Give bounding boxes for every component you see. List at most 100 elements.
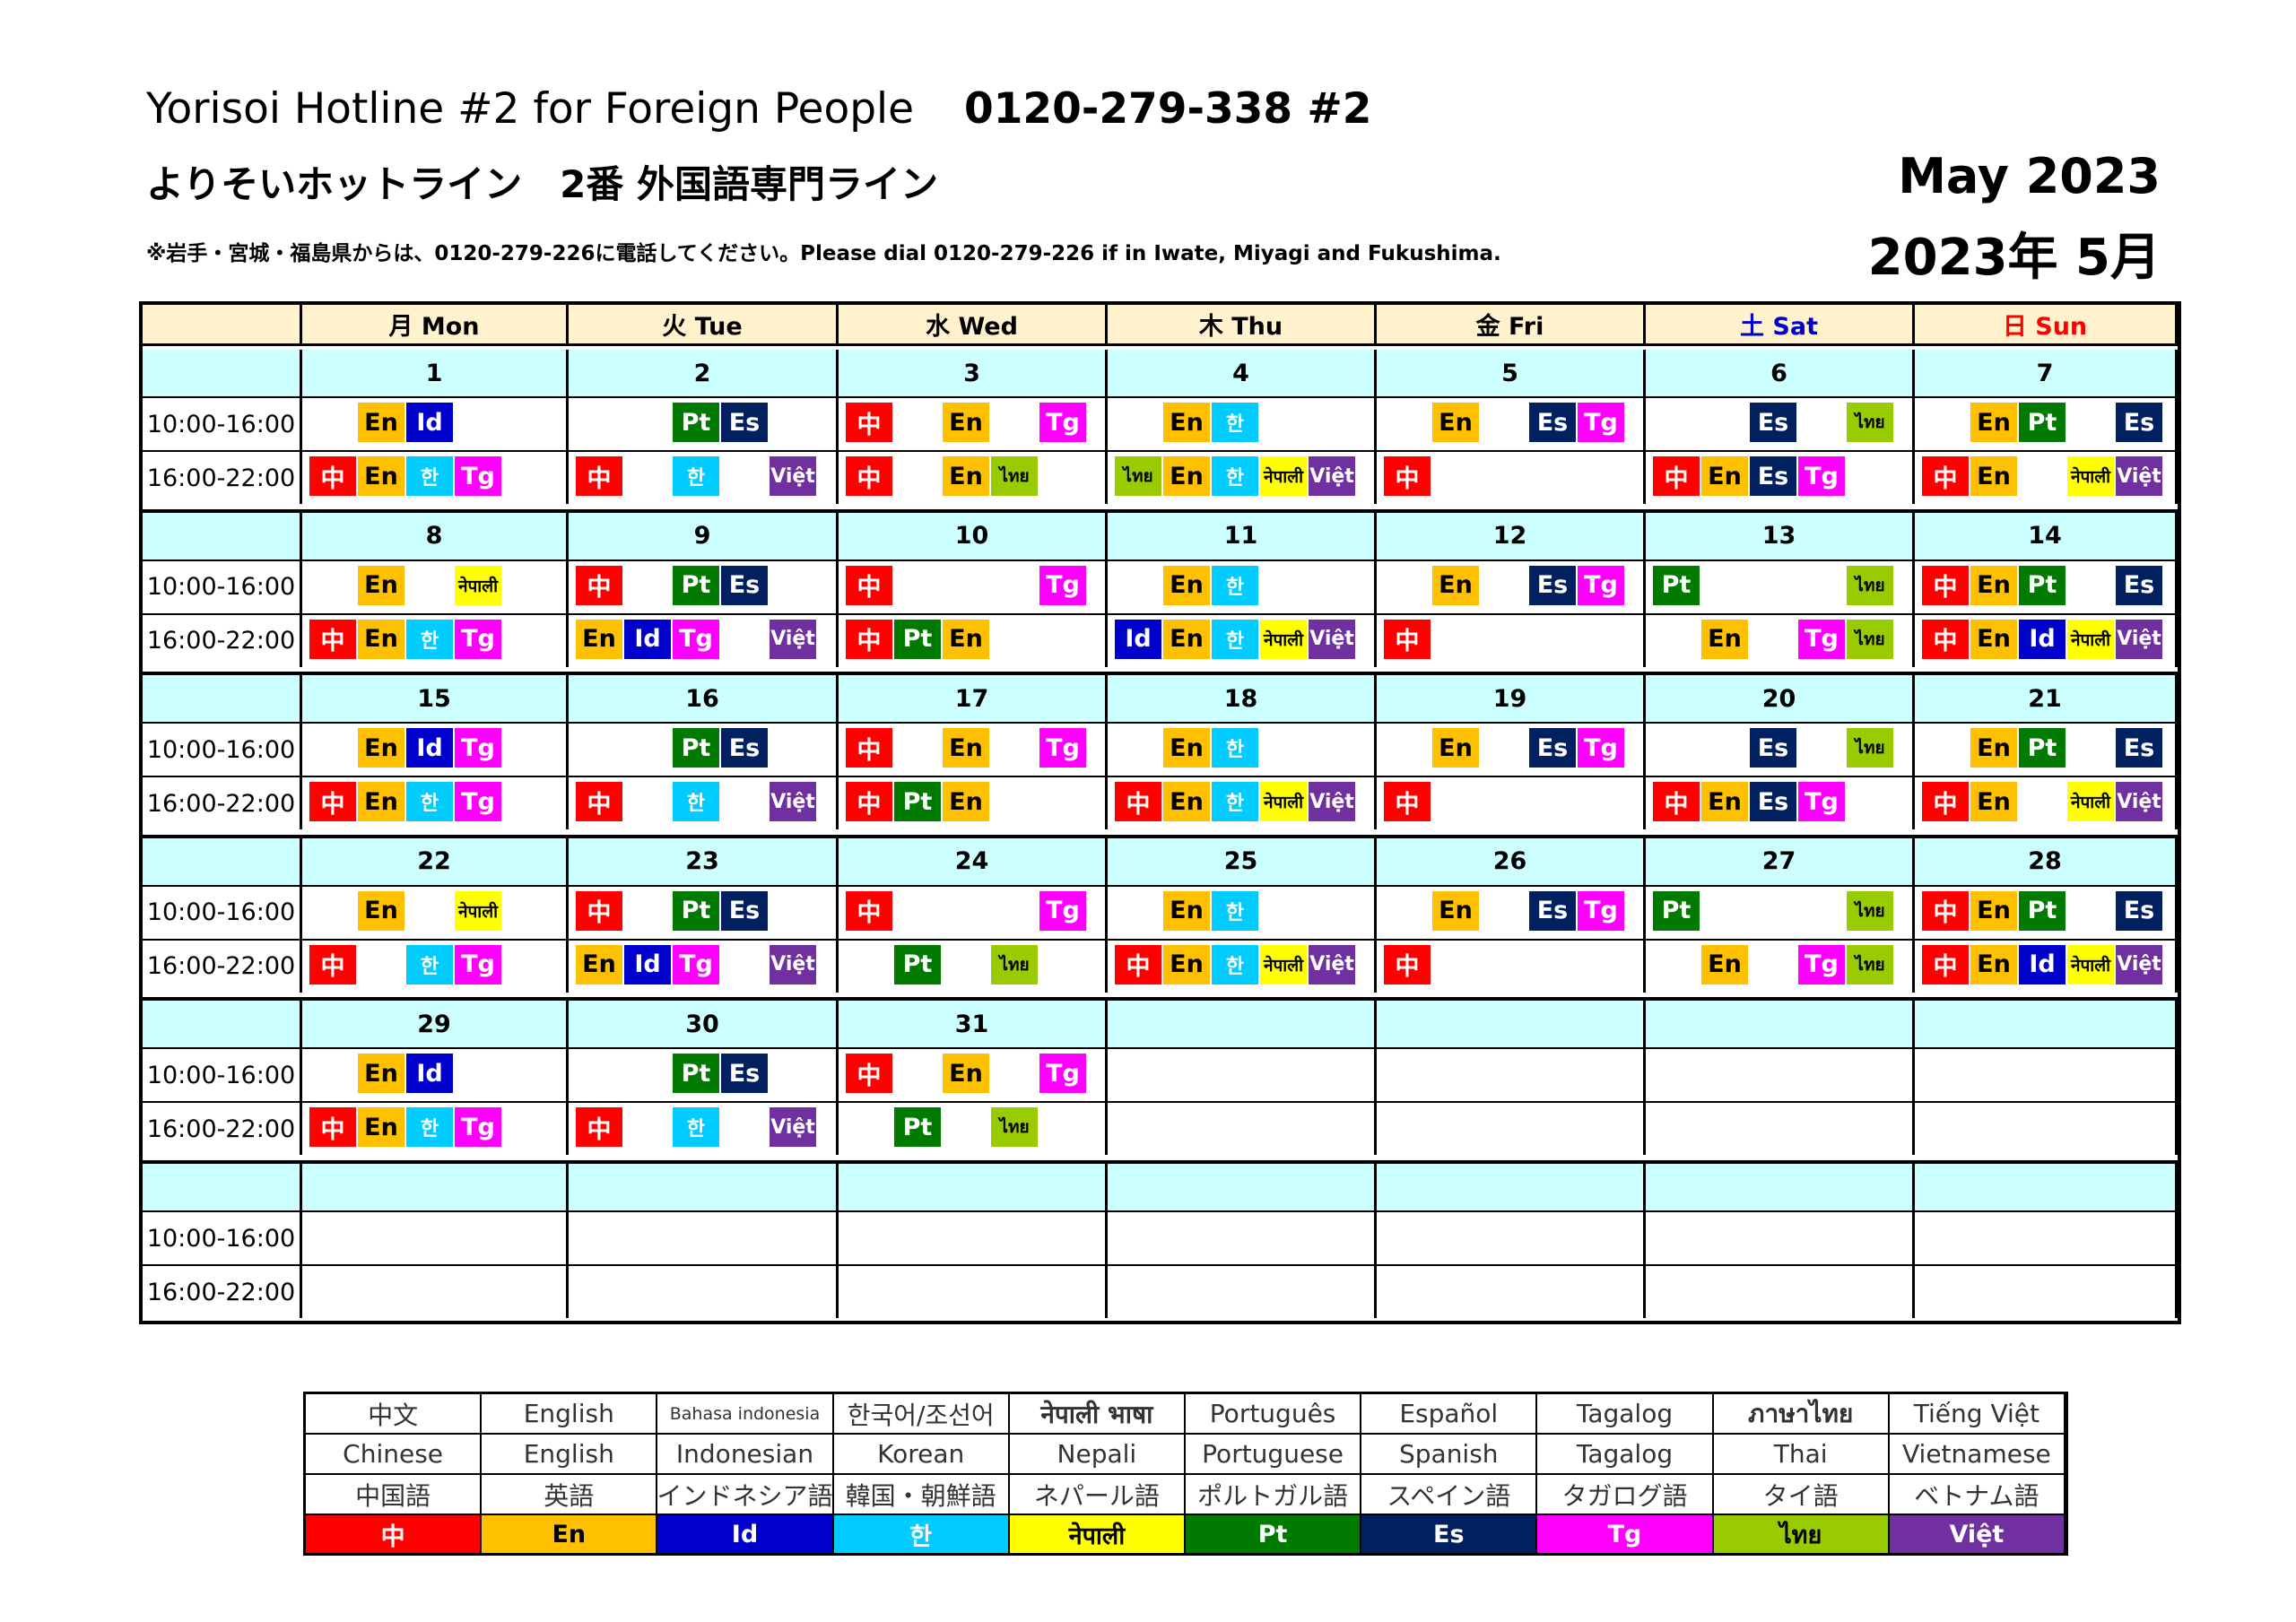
month-japanese: 2023年 5月 [1867, 229, 2161, 287]
day-number: 22 [302, 837, 569, 885]
schedule-cell [302, 1264, 569, 1318]
language-badge-th: ไทย [1847, 619, 1893, 659]
language-badge-en: En [1163, 782, 1210, 822]
schedule-cell [839, 1264, 1108, 1318]
language-badge-pt: Pt [894, 619, 941, 659]
schedule-cell: En Es Tg [1377, 884, 1646, 939]
day-number: 6 [1646, 350, 1915, 396]
language-badge-ko: 한 [1212, 890, 1258, 931]
language-badge-en: En [1970, 728, 2017, 768]
schedule-cell: Pt Es [569, 396, 839, 450]
schedule-cell: 中 Pt Es [569, 559, 839, 613]
day-number [1915, 1164, 2178, 1210]
language-badge-ne: नेपाली [1260, 782, 1307, 822]
legend-es-native: Español [1361, 1394, 1538, 1435]
legend-ko-native: 한국어/조선어 [833, 1394, 1010, 1435]
legend-th-native: ภาษาไทย [1713, 1394, 1890, 1435]
day-number: 4 [1108, 350, 1377, 396]
language-badge-pt: Pt [894, 944, 941, 984]
language-badge-ko: 한 [673, 782, 719, 822]
legend-th-english: Thai [1713, 1435, 1890, 1475]
time-slot-label: 16:00-22:00 [143, 938, 302, 993]
language-badge-ne: नेपाली [455, 890, 501, 931]
language-badge-en: En [943, 1054, 989, 1094]
day-number: 12 [1377, 512, 1646, 559]
language-badge-pt: Pt [673, 1054, 719, 1094]
day-number: 8 [302, 512, 569, 559]
language-badge-zh: 中 [1384, 782, 1431, 822]
legend-badge-pt: Pt [1186, 1515, 1362, 1553]
day-number [839, 1164, 1108, 1210]
page-title: Yorisoi Hotline #2 for Foreign People 012… [146, 84, 1372, 134]
language-badge-zh: 中 [1922, 565, 1969, 605]
language-badge-en: En [358, 782, 404, 822]
language-badge-ne: नेपाली [2067, 944, 2114, 984]
legend-badge-ne: नेपाली [1009, 1515, 1186, 1553]
language-badge-en: En [1701, 456, 1748, 496]
day-number: 15 [302, 675, 569, 723]
legend-vi-japanese: ベトナム語 [1889, 1475, 2066, 1515]
language-badge-en: En [1163, 619, 1210, 659]
language-badge-en: En [1970, 456, 2017, 496]
language-badge-en: En [1970, 565, 2017, 605]
schedule-cell: Pt ไทย [1646, 559, 1915, 613]
schedule-cell: 中 En Es Tg [1646, 450, 1915, 504]
week-divider [143, 672, 2178, 676]
day-number [1377, 1001, 1646, 1048]
language-badge-id: Id [406, 728, 453, 768]
language-badge-zh: 中 [1653, 456, 1700, 496]
legend-en-native: English [482, 1394, 658, 1435]
schedule-cell: Id En 한 नेपाली Việt [1108, 612, 1377, 667]
language-badge-tg: Tg [1039, 565, 1086, 605]
language-badge-en: En [1432, 565, 1479, 605]
language-badge-en: En [1163, 403, 1210, 442]
legend-ko-japanese: 韓国・朝鮮語 [833, 1475, 1010, 1515]
time-slot-label: 10:00-16:00 [143, 559, 302, 613]
legend-tg-japanese: タガログ語 [1537, 1475, 1714, 1515]
language-badge-th: ไทย [1847, 944, 1893, 984]
language-badge-es: Es [1529, 565, 1576, 605]
schedule-cell: En Id Tg [302, 722, 569, 776]
legend-ne-english: Nepali [1009, 1435, 1186, 1475]
weekday-header: 日 Sun [1915, 305, 2178, 346]
language-badge-en: En [1970, 944, 2017, 984]
schedule-cell: 中 Pt Es [569, 884, 839, 939]
day-number [1646, 1164, 1915, 1210]
schedule-cell: 中 En Tg [839, 396, 1108, 450]
language-badge-zh: 中 [846, 782, 892, 822]
language-badge-en: En [1163, 728, 1210, 768]
language-badge-tg: Tg [455, 619, 501, 659]
time-slot-label: 16:00-22:00 [143, 1101, 302, 1156]
schedule-cell: 中 En Tg [839, 1047, 1108, 1102]
schedule-cell: 中 Tg [839, 559, 1108, 613]
schedule-cell: 中 한 Việt [569, 1101, 839, 1156]
language-badge-th: ไทย [1847, 890, 1893, 931]
week-divider [143, 508, 2178, 513]
language-badge-pt: Pt [2019, 403, 2066, 442]
day-number: 28 [1915, 837, 2178, 885]
schedule-cell: 中 En Id नेपाली Việt [1915, 938, 2178, 993]
schedule-cell: 中 한 Việt [569, 450, 839, 504]
language-badge-en: En [943, 456, 989, 496]
legend-pt-japanese: ポルトガル語 [1186, 1475, 1362, 1515]
language-badge-ne: नेपाली [2067, 456, 2114, 496]
schedule-cell [1377, 1264, 1646, 1318]
schedule-cell [1915, 1210, 2178, 1264]
language-badge-id: Id [406, 403, 453, 442]
language-badge-ko: 한 [673, 1107, 719, 1148]
schedule-cell: En Es Tg [1377, 396, 1646, 450]
language-badge-vi: Việt [770, 1107, 816, 1148]
day-number: 30 [569, 1001, 839, 1048]
language-badge-es: Es [721, 403, 768, 442]
language-badge-tg: Tg [1578, 728, 1624, 768]
language-badge-vi: Việt [770, 782, 816, 822]
schedule-cell: En Id Tg Việt [569, 938, 839, 993]
language-badge-ko: 한 [406, 944, 453, 984]
schedule-cell: 中 한 Tg [302, 938, 569, 993]
language-badge-es: Es [2116, 890, 2162, 931]
language-badge-pt: Pt [673, 403, 719, 442]
language-badge-en: En [576, 619, 622, 659]
schedule-cell: En Pt Es [1915, 396, 2178, 450]
legend-zh-english: Chinese [306, 1435, 483, 1475]
language-badge-pt: Pt [2019, 890, 2066, 931]
